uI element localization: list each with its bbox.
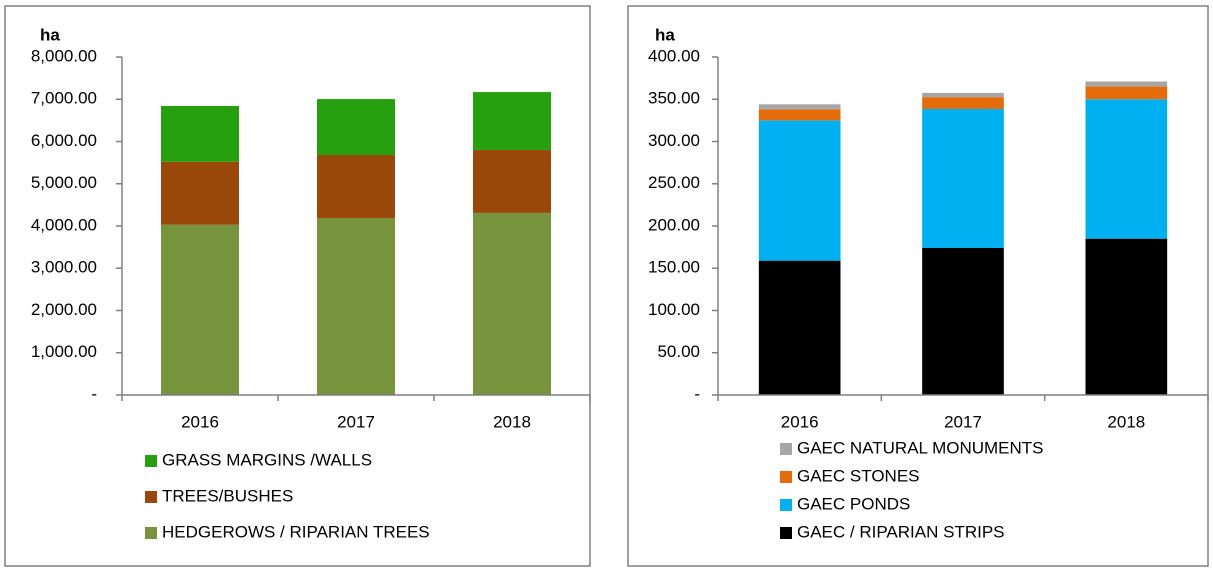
y-tick-label: 1,000.00: [31, 342, 97, 361]
y-tick-label: 350.00: [648, 89, 700, 108]
bar-segment: [473, 149, 551, 213]
y-tick-label: 8,000.00: [31, 46, 97, 65]
legend-label: HEDGEROWS / RIPARIAN TREES: [162, 522, 430, 541]
y-tick-label: -: [91, 384, 97, 403]
y-tick-label: 6,000.00: [31, 131, 97, 150]
legend-label: GRASS MARGINS /WALLS: [162, 450, 372, 469]
bar-segment: [317, 217, 395, 395]
x-tick-label: 2016: [181, 412, 219, 431]
x-tick-label: 2017: [337, 412, 375, 431]
bar-segment: [473, 212, 551, 395]
bar-segment: [922, 92, 1004, 98]
y-tick-label: 150.00: [648, 258, 700, 277]
y-tick-label: 400.00: [648, 46, 700, 65]
y-tick-label: 4,000.00: [31, 215, 97, 234]
bar-segment: [758, 260, 841, 395]
bar-segment: [1085, 81, 1168, 87]
y-tick-label: -: [694, 384, 700, 403]
bar-segment: [758, 104, 841, 110]
y-tick-label: 7,000.00: [31, 89, 97, 108]
y-tick-label: 250.00: [648, 173, 700, 192]
bar-segment: [758, 109, 841, 121]
bar-segment: [161, 161, 239, 225]
bar-segment: [161, 106, 239, 162]
bar-segment: [317, 155, 395, 218]
bar-segment: [473, 92, 551, 150]
bar-segment: [922, 97, 1004, 109]
y-tick-label: 5,000.00: [31, 173, 97, 192]
y-tick-label: 100.00: [648, 300, 700, 319]
y-tick-label: 50.00: [657, 342, 700, 361]
y-tick-label: 2,000.00: [31, 300, 97, 319]
y-axis-label: ha: [40, 25, 60, 44]
legend-swatch: [780, 443, 792, 455]
bar-segment: [161, 224, 239, 395]
bar-segment: [1085, 86, 1168, 100]
legend-swatch: [780, 527, 792, 539]
legend-label: GAEC PONDS: [797, 494, 910, 513]
bar-segment: [317, 99, 395, 156]
x-tick-label: 2018: [493, 412, 531, 431]
bar-segment: [1085, 238, 1168, 395]
bar-segment: [922, 247, 1004, 395]
legend-swatch: [780, 499, 792, 511]
legend-swatch: [145, 527, 157, 539]
legend-swatch: [145, 455, 157, 467]
legend-label: TREES/BUSHES: [162, 486, 293, 505]
x-tick-label: 2018: [1107, 412, 1145, 431]
bar-segment: [922, 108, 1004, 248]
bar-segment: [758, 120, 841, 261]
y-tick-label: 200.00: [648, 215, 700, 234]
bar-segment: [1085, 99, 1168, 239]
legend-swatch: [780, 471, 792, 483]
legend-label: GAEC NATURAL MONUMENTS: [797, 438, 1044, 457]
y-axis-label: ha: [655, 25, 675, 44]
y-tick-label: 3,000.00: [31, 258, 97, 277]
legend-label: GAEC / RIPARIAN STRIPS: [797, 522, 1005, 541]
legend-label: GAEC STONES: [797, 466, 920, 485]
y-tick-label: 300.00: [648, 131, 700, 150]
legend-swatch: [145, 491, 157, 503]
x-tick-label: 2016: [781, 412, 819, 431]
x-tick-label: 2017: [944, 412, 982, 431]
